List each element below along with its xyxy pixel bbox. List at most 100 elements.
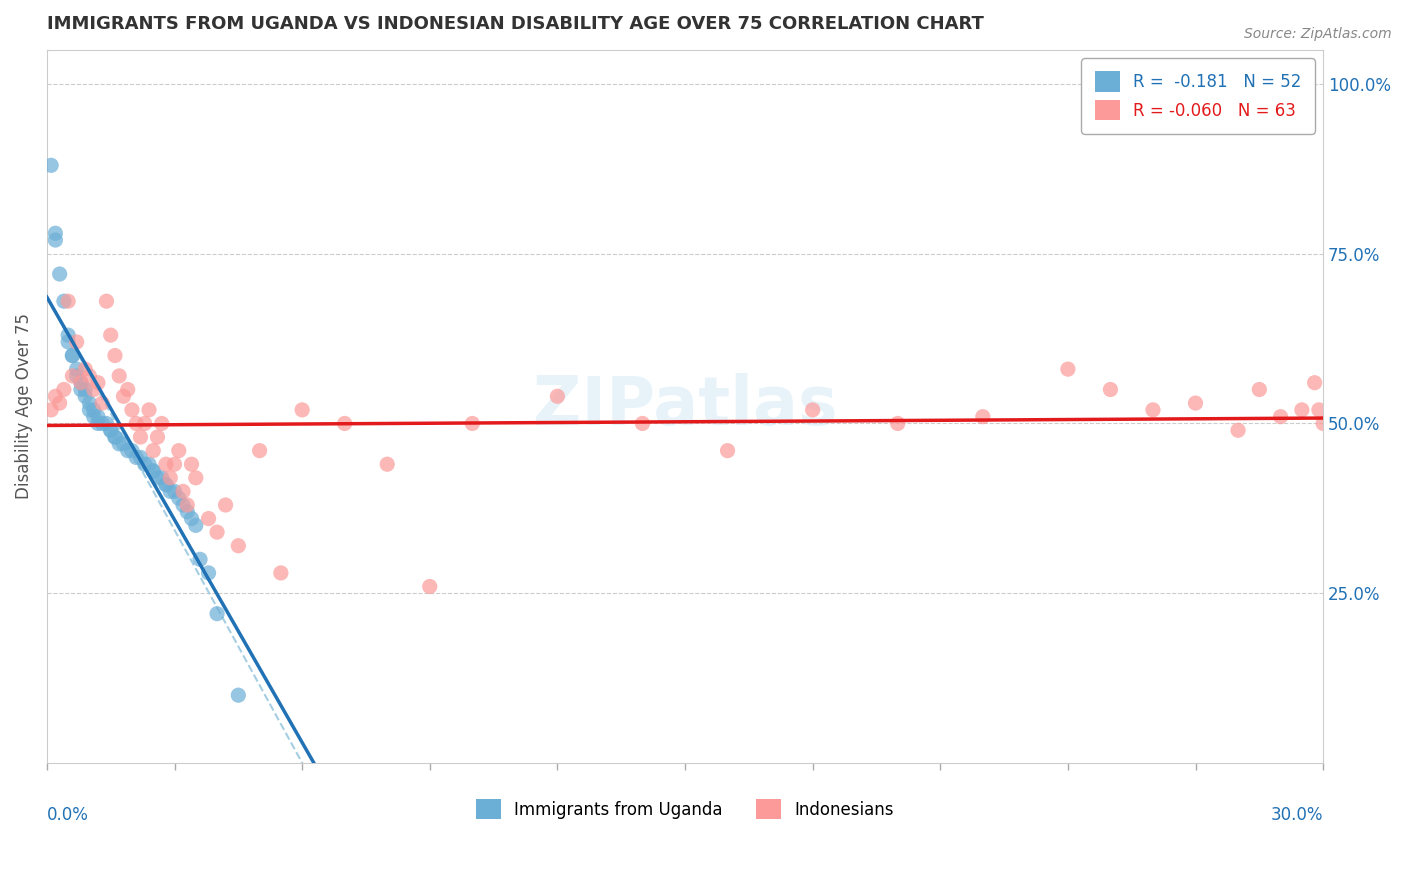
Point [70,376,93,390]
Point [146,471,169,485]
Point [546,389,568,403]
Point [184,518,207,533]
Point [184,471,207,485]
Point [188,552,211,566]
Point [62,349,84,363]
Point [1303,376,1326,390]
Point [108,368,131,383]
Point [180,457,202,471]
Point [205,607,228,621]
Point [129,450,152,465]
Point [146,430,169,444]
Point [1227,423,1250,437]
Point [66,362,89,376]
Point [56,294,79,309]
Point [44,233,66,247]
Point [125,450,148,465]
Point [1057,362,1080,376]
Point [375,457,398,471]
Point [104,349,127,363]
Point [117,383,139,397]
Point [117,443,139,458]
Point [172,498,194,512]
Point [172,484,194,499]
Point [631,417,654,431]
Point [228,688,250,702]
Point [333,417,356,431]
Text: IMMIGRANTS FROM UGANDA VS INDONESIAN DISABILITY AGE OVER 75 CORRELATION CHART: IMMIGRANTS FROM UGANDA VS INDONESIAN DIS… [46,15,984,33]
Point [48,267,70,281]
Point [112,389,135,403]
Point [96,294,118,309]
Point [419,580,441,594]
Point [75,389,97,403]
Point [83,409,105,424]
Point [39,403,62,417]
Point [62,349,84,363]
Point [44,389,66,403]
Point [104,430,127,444]
Point [1184,396,1206,410]
Point [56,334,79,349]
Point [150,471,173,485]
Point [121,443,143,458]
Point [87,417,110,431]
Point [197,566,219,580]
Point [75,383,97,397]
Point [155,477,177,491]
Point [176,498,198,512]
Point [142,464,165,478]
Point [87,409,110,424]
Point [52,294,75,309]
Point [83,383,105,397]
Point [205,525,228,540]
Point [167,443,190,458]
Point [75,362,97,376]
Point [180,511,202,525]
Point [100,423,122,437]
Point [159,484,181,499]
Point [167,491,190,506]
Point [138,403,160,417]
Point [176,505,198,519]
Point [249,443,271,458]
Text: Source: ZipAtlas.com: Source: ZipAtlas.com [1244,27,1392,41]
Point [87,376,110,390]
Point [62,368,84,383]
Point [70,383,93,397]
Point [142,443,165,458]
Point [1249,383,1271,397]
Point [79,368,101,383]
Point [270,566,292,580]
Point [155,477,177,491]
Point [134,457,156,471]
Point [129,430,152,444]
Point [91,396,114,410]
Point [801,403,824,417]
Point [100,328,122,343]
Point [972,409,994,424]
Point [150,417,173,431]
Point [142,464,165,478]
Point [1308,403,1330,417]
Point [163,457,186,471]
Point [79,396,101,410]
Point [461,417,484,431]
Point [1099,383,1122,397]
Text: ZIPatlas: ZIPatlas [533,374,838,440]
Point [886,417,908,431]
Point [108,437,131,451]
Point [100,423,122,437]
Point [79,403,101,417]
Point [1142,403,1164,417]
Point [125,417,148,431]
Point [197,511,219,525]
Legend: Immigrants from Uganda, Indonesians: Immigrants from Uganda, Indonesians [470,792,901,826]
Point [56,328,79,343]
Point [1291,403,1313,417]
Point [163,484,186,499]
Point [159,471,181,485]
Point [134,417,156,431]
Point [66,368,89,383]
Text: 0.0%: 0.0% [46,806,89,824]
